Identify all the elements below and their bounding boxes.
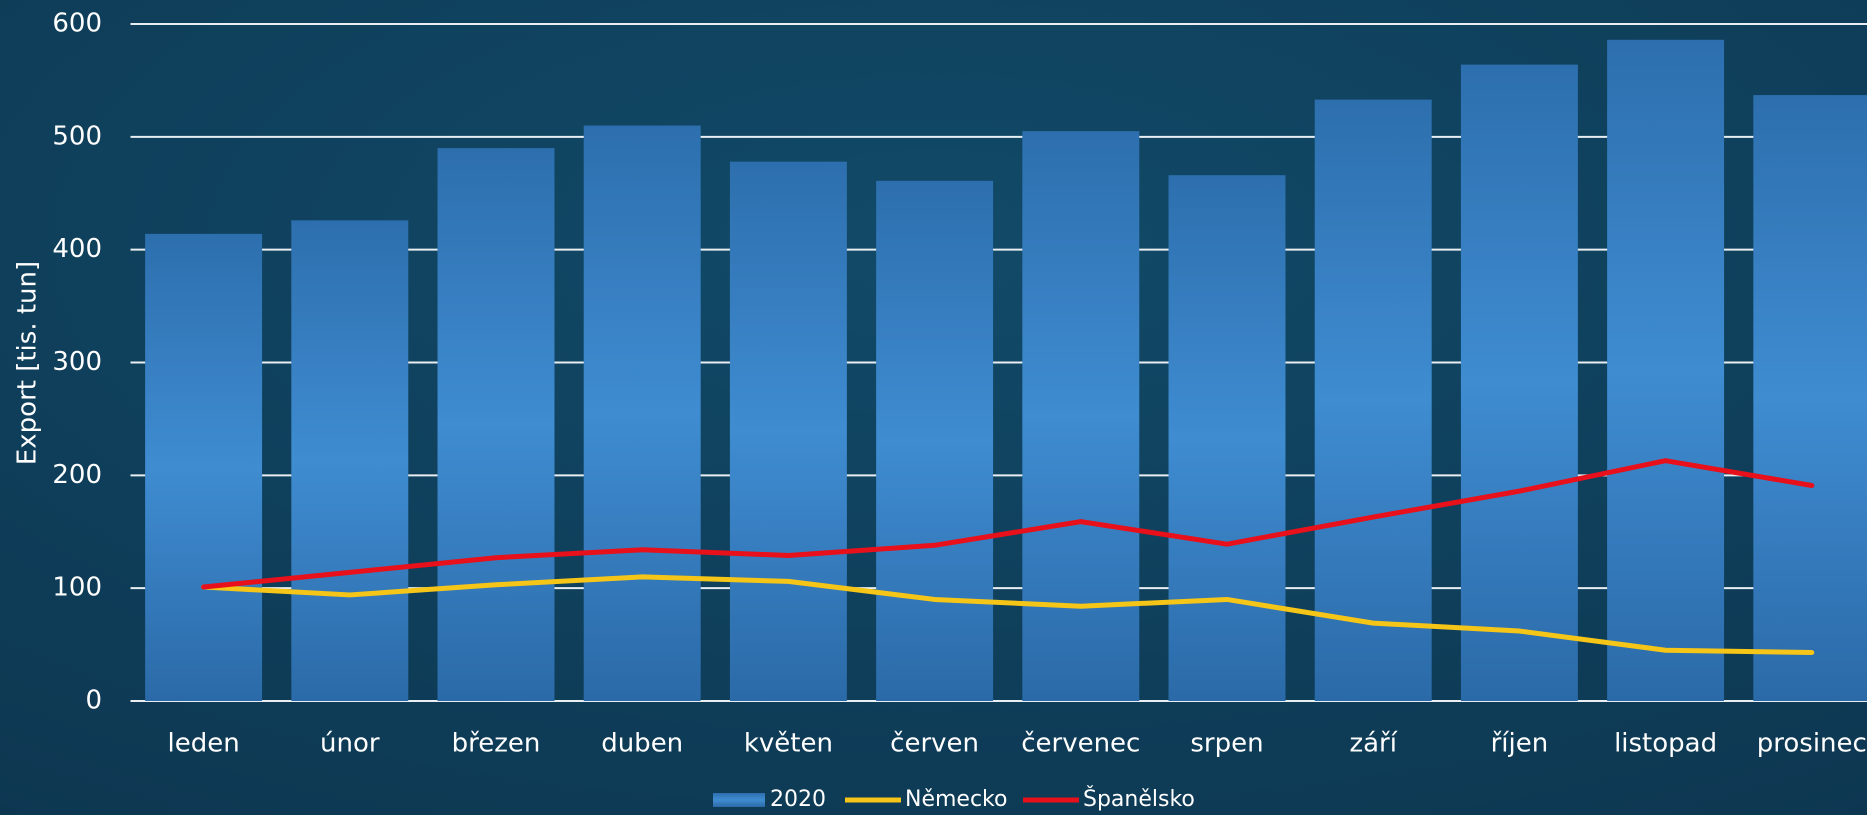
x-tick-label: květen	[744, 729, 833, 759]
bar	[1460, 64, 1578, 702]
line-series	[201, 458, 1815, 590]
x-tick-label: duben	[601, 729, 683, 759]
x-tick-label: únor	[320, 729, 380, 759]
bar	[145, 233, 263, 701]
y-tick-label: 0	[85, 686, 102, 716]
bar	[1314, 99, 1432, 702]
bar	[876, 180, 994, 702]
bar	[729, 161, 847, 701]
x-tick-label: červenec	[1021, 729, 1140, 759]
y-tick-label: 200	[52, 460, 102, 490]
x-tick-label: srpen	[1190, 729, 1263, 759]
line-series	[201, 574, 1815, 655]
x-tick-label: červen	[890, 729, 979, 759]
y-tick-label: 400	[52, 234, 102, 264]
legend-label: Německo	[905, 787, 1007, 812]
x-tick-label: březen	[452, 729, 541, 759]
bar	[583, 125, 701, 702]
y-tick-label: 500	[52, 121, 102, 151]
x-tick-label: říjen	[1491, 729, 1549, 759]
legend-label: Španělsko	[1083, 786, 1195, 812]
y-tick-label: 300	[52, 347, 102, 377]
y-tick-label: 100	[52, 573, 102, 603]
x-tick-label: prosinec	[1757, 729, 1867, 759]
legend-swatch	[713, 793, 765, 807]
bar	[437, 148, 555, 701]
bar	[1022, 131, 1140, 702]
bar	[1753, 95, 1867, 701]
legend-label: 2020	[770, 787, 826, 812]
bar	[291, 220, 409, 701]
x-tick-label: září	[1349, 729, 1397, 759]
y-tick-label: 600	[52, 9, 102, 39]
bar	[1168, 175, 1286, 702]
x-tick-label: leden	[167, 729, 239, 759]
bar	[1607, 39, 1725, 701]
x-tick-label: listopad	[1614, 729, 1717, 759]
y-axis-label: Export [tis. tun]	[13, 261, 43, 465]
